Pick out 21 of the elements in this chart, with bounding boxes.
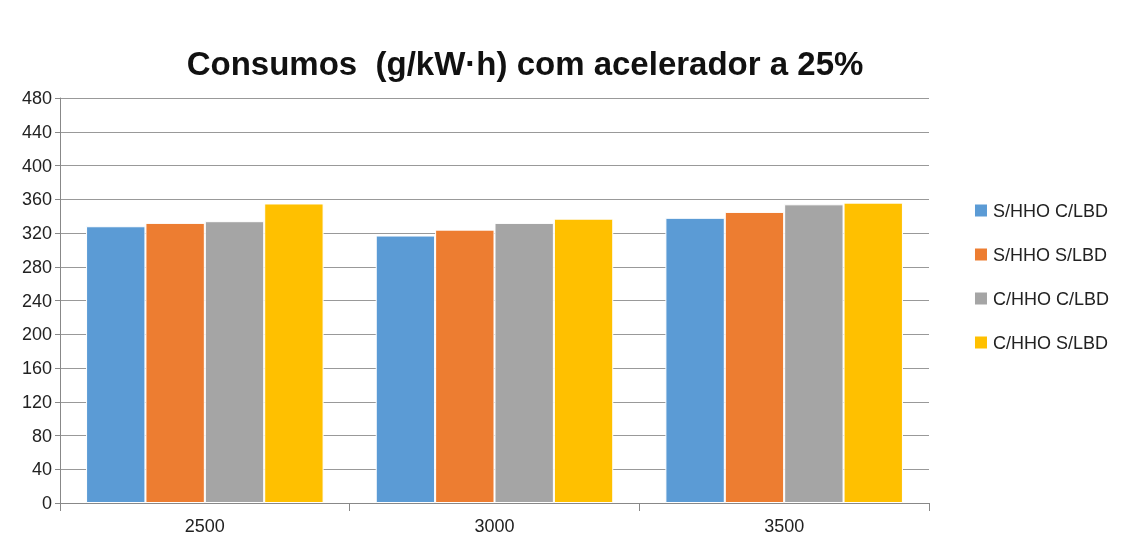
y-tick-label: 320 bbox=[21, 223, 52, 243]
y-tick-label: 80 bbox=[31, 425, 52, 446]
x-tick-label: 3000 bbox=[474, 516, 515, 536]
chart-title: Consumos (g/kW·h) com acelerador a 25% bbox=[186, 45, 864, 82]
x-tick-label: 3500 bbox=[764, 516, 805, 536]
legend-label: S/HHO C/LBD bbox=[992, 200, 1109, 221]
y-tick-label: 480 bbox=[21, 88, 52, 108]
y-tick-label: 280 bbox=[21, 256, 52, 277]
y-tick-label: 440 bbox=[21, 121, 52, 142]
y-tick-label: 400 bbox=[21, 155, 52, 176]
legend-label: C/HHO S/LBD bbox=[992, 332, 1109, 353]
y-tick-label: 160 bbox=[21, 358, 52, 378]
legend-label: C/HHO C/LBD bbox=[992, 288, 1109, 309]
y-tick-label: 40 bbox=[31, 459, 52, 480]
y-tick-label: 200 bbox=[21, 324, 52, 345]
y-tick-label: 240 bbox=[21, 290, 52, 311]
x-tick-label: 2500 bbox=[184, 516, 225, 536]
legend-label: S/HHO S/LBD bbox=[992, 244, 1108, 265]
y-tick-label: 120 bbox=[21, 391, 52, 412]
y-tick-label: 360 bbox=[21, 189, 52, 210]
y-tick-label: 0 bbox=[41, 493, 52, 513]
